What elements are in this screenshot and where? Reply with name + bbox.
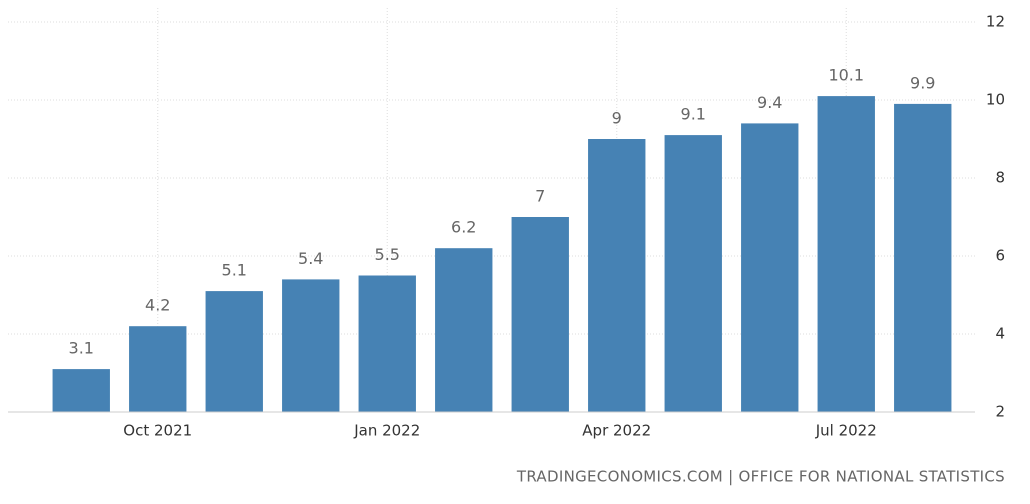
value-label: 9.9 <box>910 73 935 92</box>
bar <box>358 275 416 412</box>
bar <box>664 135 722 412</box>
value-label: 9 <box>612 109 622 128</box>
value-label: 3.1 <box>69 339 94 358</box>
bar <box>282 279 340 412</box>
x-tick-label: Jan 2022 <box>353 422 420 440</box>
value-label: 10.1 <box>828 66 864 85</box>
bar <box>741 123 799 413</box>
x-tick-label: Jul 2022 <box>815 422 877 440</box>
source: TRADINGECONOMICS.COM | OFFICE FOR NATION… <box>516 468 1005 486</box>
y-tick-label: 2 <box>995 403 1005 421</box>
y-tick-label: 10 <box>986 91 1005 109</box>
value-label: 9.1 <box>681 105 706 124</box>
value-label: 5.1 <box>222 261 247 280</box>
y-tick-label: 6 <box>995 247 1005 265</box>
bar <box>588 139 646 412</box>
bar <box>511 217 569 412</box>
bar <box>817 96 875 412</box>
value-label: 7 <box>535 187 545 206</box>
value-label: 5.4 <box>298 249 323 268</box>
value-label: 6.2 <box>451 218 476 237</box>
y-tick-label: 4 <box>995 325 1005 343</box>
value-label: 4.2 <box>145 296 170 315</box>
bar <box>52 369 110 412</box>
x-tick-label: Apr 2022 <box>582 422 651 440</box>
bar <box>894 103 952 413</box>
y-tick-label: 8 <box>995 169 1005 187</box>
y-tick-label: 12 <box>986 13 1005 31</box>
bar <box>129 326 187 412</box>
x-tick-label: Oct 2021 <box>123 422 192 440</box>
bar <box>205 291 263 412</box>
value-label: 9.4 <box>757 93 782 112</box>
value-label: 5.5 <box>375 245 400 264</box>
bar <box>435 248 493 412</box>
